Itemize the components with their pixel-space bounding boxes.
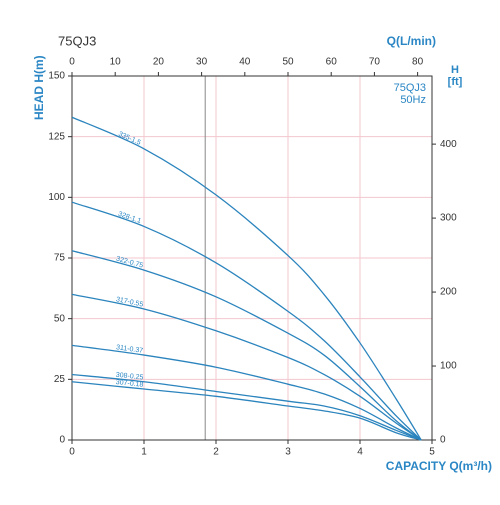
x-axis-label: CAPACITY Q(m³/h): [386, 459, 492, 473]
y-tick-label: 125: [48, 131, 65, 142]
plot-frame: [71, 75, 433, 441]
curve: [71, 381, 422, 441]
series-label: 311-0.37: [116, 344, 144, 355]
y-tick-label: 50: [54, 313, 66, 324]
y2-axis-label: H: [451, 64, 459, 76]
y-tick-label: 25: [54, 374, 66, 385]
x2-tick-label: 60: [326, 57, 338, 68]
curve: [71, 344, 422, 441]
curve: [71, 201, 422, 441]
y2-tick-label: 400: [440, 139, 457, 150]
y-tick-label: 100: [48, 192, 65, 203]
x-tick-label: 3: [285, 447, 291, 458]
curve: [71, 293, 422, 441]
x2-tick-label: 20: [153, 57, 165, 68]
y-tick-label: 75: [54, 253, 66, 264]
series-label: 328-1.1: [117, 211, 142, 225]
x-tick-label: 2: [213, 447, 219, 458]
y2-tick-label: 0: [440, 435, 446, 446]
x2-tick-label: 30: [196, 57, 208, 68]
y-axis-label: HEAD H(m): [32, 55, 46, 120]
x-tick-label: 4: [357, 447, 363, 458]
y-tick-label: 0: [59, 435, 65, 446]
x-tick-label: 0: [69, 447, 75, 458]
x2-tick-label: 80: [412, 57, 424, 68]
y2-tick-label: 200: [440, 287, 457, 298]
y2-axis-label: [ft]: [448, 76, 463, 88]
y2-tick-label: 300: [440, 213, 457, 224]
series-label: 335-1.5: [117, 131, 142, 147]
series-label: 307-0.18: [115, 379, 143, 389]
series-label: 308-0.25: [115, 372, 143, 382]
x2-tick-label: 50: [282, 57, 294, 68]
legend-text: 75QJ3: [394, 82, 426, 94]
x-tick-label: 1: [141, 447, 147, 458]
y-tick-label: 150: [48, 71, 65, 82]
curve: [71, 116, 422, 441]
x2-tick-label: 70: [369, 57, 381, 68]
chart-title: 75QJ3: [58, 33, 96, 48]
series-label: 317-0.55: [115, 296, 144, 308]
legend-text: 50Hz: [400, 94, 426, 106]
x2-axis-label: Q(L/min): [387, 34, 436, 48]
y2-tick-label: 100: [440, 361, 457, 372]
x2-tick-label: 40: [239, 57, 251, 68]
x2-tick-label: 0: [69, 57, 75, 68]
x2-tick-label: 10: [110, 57, 122, 68]
curve: [71, 250, 422, 441]
curve: [71, 373, 422, 441]
x-tick-label: 5: [429, 447, 435, 458]
